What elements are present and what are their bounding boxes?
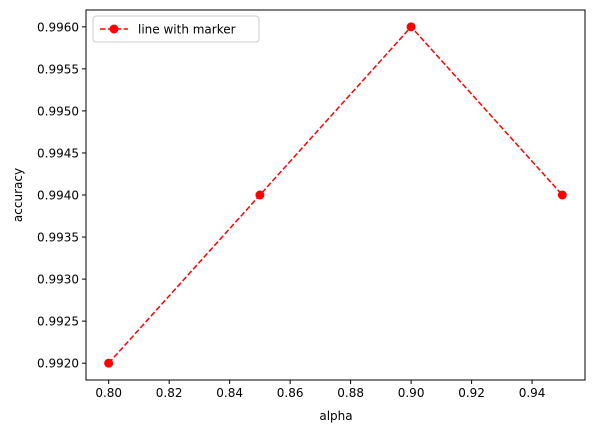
data-point-marker [406, 22, 416, 32]
plot-area-frame [85, 9, 586, 381]
data-point-marker [255, 190, 265, 200]
x-axis-ticks: 0.80 0.82 0.84 0.86 0.88 0.90 0.92 0.94 [95, 380, 545, 400]
x-tick-label: 0.92 [458, 386, 485, 400]
y-axis-label: accuracy [11, 168, 25, 222]
y-axis-ticks: 0.9920 0.9925 0.9930 0.9935 0.9940 0.9945 0.99… [37, 20, 86, 371]
x-tick-label: 0.84 [216, 386, 243, 400]
data-point-marker [557, 190, 567, 200]
y-tick-label: 0.9950 [37, 104, 79, 118]
y-tick-label: 0.9930 [37, 273, 79, 287]
x-tick-label: 0.80 [95, 386, 122, 400]
y-tick-label: 0.9935 [37, 231, 79, 245]
y-tick-label: 0.9925 [37, 315, 79, 329]
y-tick-label: 0.9940 [37, 189, 79, 203]
x-tick-label: 0.82 [156, 386, 183, 400]
y-tick-label: 0.9960 [37, 20, 79, 34]
x-tick-label: 0.86 [277, 386, 304, 400]
legend-box [92, 15, 260, 43]
legend: line with marker [92, 15, 260, 43]
data-point-marker [104, 358, 114, 368]
x-tick-label: 0.88 [337, 386, 364, 400]
y-tick-label: 0.9945 [37, 146, 79, 160]
y-tick-label: 0.9955 [37, 62, 79, 76]
series-layer [104, 22, 567, 368]
x-axis-label: alpha [319, 409, 352, 423]
x-tick-label: 0.94 [519, 386, 546, 400]
legend-entry-label: line with marker [138, 23, 236, 37]
x-tick-label: 0.90 [398, 386, 425, 400]
legend-marker-swatch [109, 24, 119, 34]
y-tick-label: 0.9920 [37, 357, 79, 371]
series-line [108, 25, 563, 364]
